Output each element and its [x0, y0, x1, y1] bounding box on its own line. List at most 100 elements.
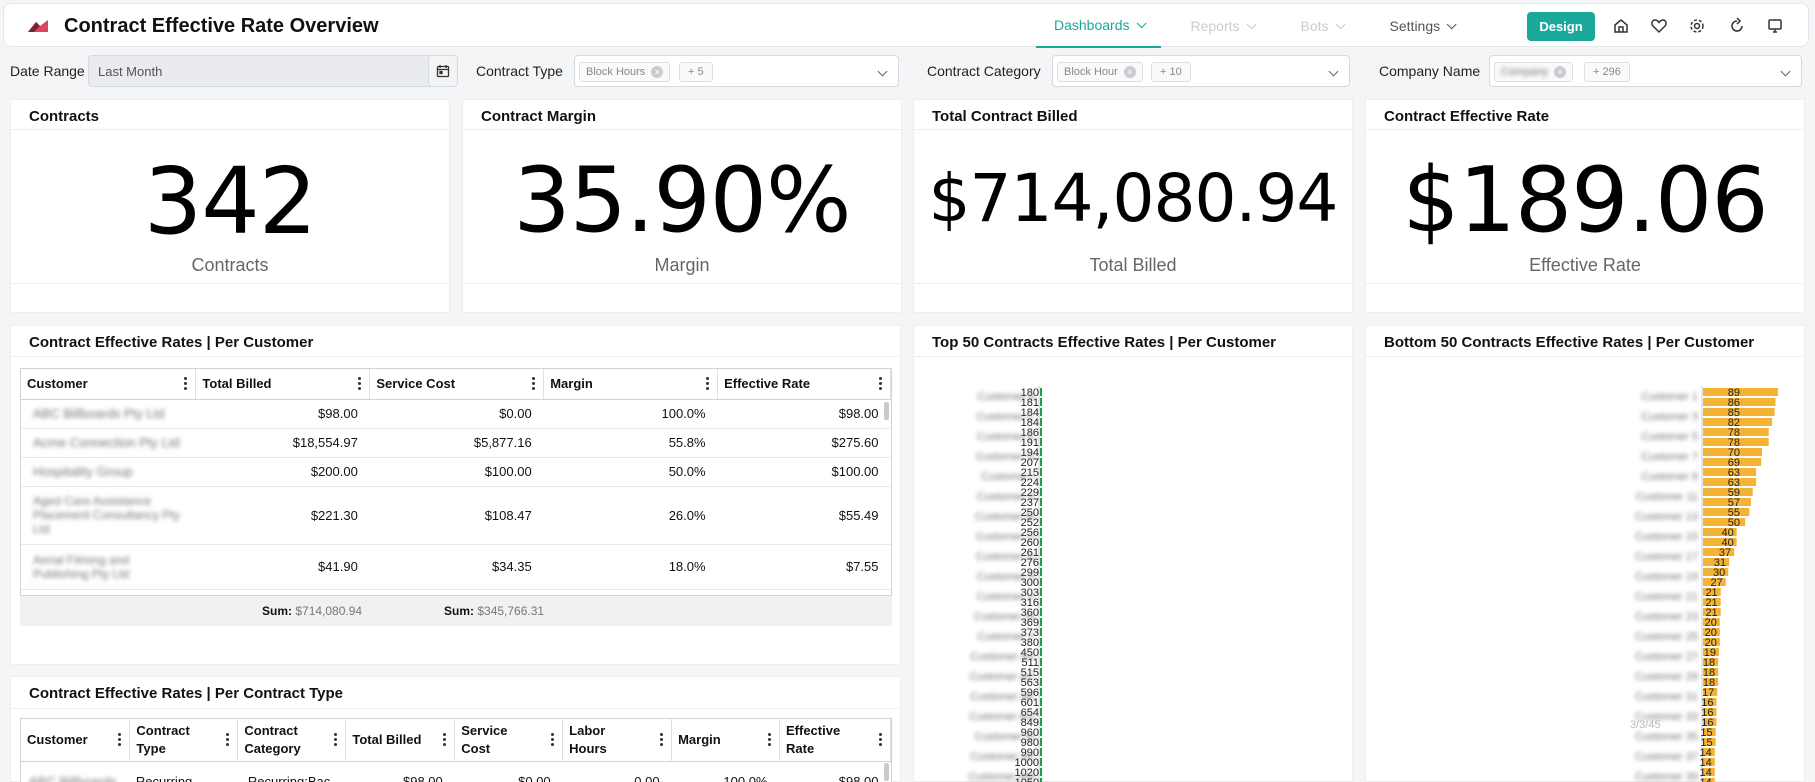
chart-bar[interactable] [1040, 608, 1042, 616]
chart-bar[interactable] [1703, 658, 1719, 666]
close-icon[interactable]: × [1554, 66, 1567, 78]
close-icon[interactable]: × [651, 66, 664, 78]
chart-bar[interactable] [1703, 438, 1769, 446]
date-range-input[interactable]: Last Month [88, 55, 438, 87]
chart-bar[interactable] [1040, 548, 1042, 556]
chart-bar[interactable] [1040, 508, 1042, 516]
column-menu-icon[interactable] [226, 733, 230, 746]
chart-bar[interactable] [1703, 498, 1752, 506]
chart-bar[interactable] [1040, 678, 1042, 686]
chart-bar[interactable] [1703, 508, 1750, 516]
chart-bar[interactable] [1040, 398, 1042, 406]
chart-bar[interactable] [1703, 738, 1716, 746]
contract-category-select[interactable]: Block Hour × + 10 [1052, 55, 1350, 87]
chart-bar[interactable] [1703, 638, 1720, 646]
chart-bar[interactable] [1703, 558, 1730, 566]
column-menu-icon[interactable] [706, 377, 710, 390]
column-header[interactable]: Effective Rate [717, 369, 891, 400]
chart-bar[interactable] [1703, 478, 1757, 486]
chart-bar[interactable] [1040, 578, 1042, 586]
column-menu-icon[interactable] [118, 733, 122, 746]
chart-bar[interactable] [1040, 478, 1042, 486]
column-header[interactable]: Customer [21, 369, 197, 400]
chart-bar[interactable] [1703, 528, 1737, 536]
nav-reports[interactable]: Reports [1173, 4, 1271, 48]
chart-bar[interactable] [1040, 388, 1042, 396]
company-name-more[interactable]: + 296 [1584, 62, 1630, 82]
chart-bar[interactable] [1040, 408, 1042, 416]
column-menu-icon[interactable] [551, 733, 555, 746]
nav-bots[interactable]: Bots [1283, 4, 1360, 48]
column-header[interactable]: Effective Rate [779, 719, 891, 762]
chart-bar[interactable] [1040, 658, 1042, 666]
chart-bar[interactable] [1040, 498, 1042, 506]
chart-bar[interactable] [1040, 748, 1042, 756]
chart-bar[interactable] [1040, 458, 1042, 466]
contract-type-chip[interactable]: Block Hours × [579, 62, 671, 82]
nav-settings[interactable]: Settings [1372, 4, 1472, 48]
chart-bar[interactable] [1703, 688, 1718, 696]
chart-bar[interactable] [1703, 518, 1746, 526]
monitor-icon[interactable] [1766, 17, 1784, 35]
chart-bar[interactable] [1040, 468, 1042, 476]
column-header[interactable]: Contract Type [129, 719, 239, 762]
column-menu-icon[interactable] [443, 733, 447, 746]
chart-bar[interactable] [1040, 628, 1042, 636]
column-menu-icon[interactable] [879, 377, 882, 390]
chart-bar[interactable] [1040, 718, 1042, 726]
chart-bar[interactable] [1703, 418, 1773, 426]
table-row[interactable]: Aerial Filming and Publishing Pty Ltd $4… [21, 544, 891, 590]
column-menu-icon[interactable] [879, 733, 882, 746]
column-header[interactable]: Margin [543, 369, 719, 400]
chart-bar[interactable] [1703, 458, 1762, 466]
chart-bar[interactable] [1703, 468, 1757, 476]
chart-bar[interactable] [1040, 618, 1042, 626]
chart-bar[interactable] [1703, 618, 1720, 626]
chart-bar[interactable] [1703, 398, 1776, 406]
gear-icon[interactable] [1688, 17, 1706, 35]
column-menu-icon[interactable] [184, 377, 188, 390]
chart-bar[interactable] [1040, 708, 1042, 716]
chart-bar[interactable] [1040, 648, 1042, 656]
chart-bar[interactable] [1703, 578, 1726, 586]
chart-bar[interactable] [1703, 668, 1719, 676]
nav-dashboards[interactable]: Dashboards [1036, 4, 1161, 48]
chart-bar[interactable] [1703, 718, 1717, 726]
chart-bar[interactable] [1040, 758, 1042, 766]
calendar-button[interactable] [428, 55, 458, 87]
column-header[interactable]: Contract Category [237, 719, 347, 762]
column-menu-icon[interactable] [532, 377, 536, 390]
chart-bar[interactable] [1703, 758, 1715, 766]
chart-bar[interactable] [1703, 388, 1778, 396]
table-row[interactable]: ABC Billboards Pty Ltd $98.00 $0.00 100.… [21, 399, 891, 429]
chart-bar[interactable] [1040, 418, 1042, 426]
chart-bar[interactable] [1040, 518, 1042, 526]
chart-bar[interactable] [1040, 438, 1042, 446]
company-name-select[interactable]: Company × + 296 [1489, 55, 1802, 87]
scrollbar[interactable] [884, 402, 889, 420]
contract-type-more[interactable]: + 5 [679, 62, 713, 82]
close-icon[interactable]: × [1123, 66, 1136, 78]
chart-bar[interactable] [1703, 548, 1735, 556]
chart-bar[interactable] [1703, 568, 1729, 576]
chart-bar[interactable] [1703, 728, 1716, 736]
column-header[interactable]: Total Billed [195, 369, 371, 400]
chart-bar[interactable] [1703, 488, 1753, 496]
company-name-chip[interactable]: Company × [1494, 62, 1574, 82]
chart-bar[interactable] [1040, 528, 1042, 536]
chart-bar[interactable] [1703, 698, 1717, 706]
chart-bar[interactable] [1040, 698, 1042, 706]
chart-bar[interactable] [1703, 768, 1715, 776]
chart-bar[interactable] [1703, 598, 1721, 606]
column-header[interactable]: Labor Hours [562, 719, 673, 762]
chart-bar[interactable] [1703, 708, 1717, 716]
chart-bar[interactable] [1040, 598, 1042, 606]
chart-bar[interactable] [1040, 738, 1042, 746]
table-row[interactable]: Hospitality Group $200.00 $100.00 50.0% … [21, 457, 891, 487]
chart-bar[interactable] [1040, 448, 1042, 456]
chart-bar[interactable] [1040, 638, 1042, 646]
chart-bar[interactable] [1703, 448, 1762, 456]
column-header[interactable]: Service Cost [454, 719, 564, 762]
chart-bar[interactable] [1703, 748, 1715, 756]
chart-bar[interactable] [1703, 608, 1721, 616]
